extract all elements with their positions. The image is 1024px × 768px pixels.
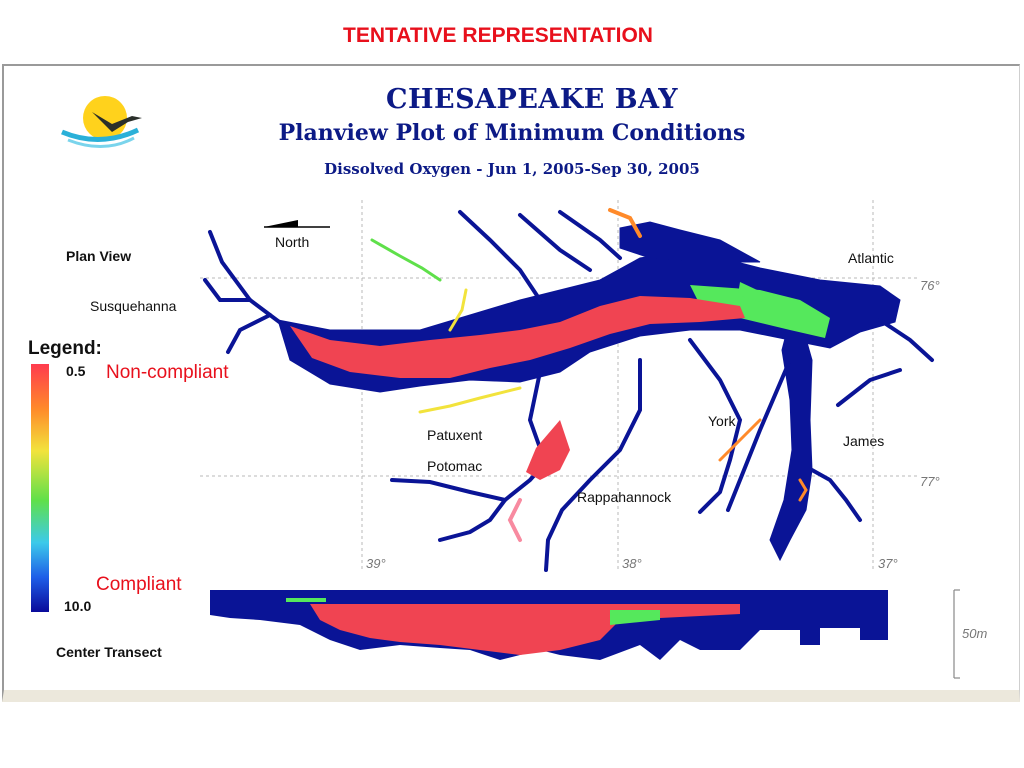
- center-transect: [210, 590, 888, 660]
- map-subtitle: Planview Plot of Minimum Conditions: [278, 120, 746, 146]
- north-label: North: [275, 234, 310, 250]
- hypoxic-channel: [290, 296, 745, 480]
- map-period: Dissolved Oxygen - Jun 1, 2005-Sep 30, 2…: [324, 160, 700, 178]
- james-label: James: [843, 433, 885, 449]
- lat-37-label: 37°: [878, 556, 898, 571]
- plan-view-label: Plan View: [66, 248, 132, 264]
- depth-scale-label: 50m: [962, 626, 988, 641]
- potomac-label: Potomac: [427, 458, 483, 474]
- non-compliant-annotation: Non-compliant: [106, 362, 229, 383]
- fringe-channels: [370, 208, 808, 542]
- lat-38-label: 38°: [622, 556, 642, 571]
- legend-title: Legend:: [28, 338, 102, 359]
- tributaries: [203, 210, 934, 572]
- patuxent-label: Patuxent: [427, 427, 483, 443]
- slide-title: TENTATIVE REPRESENTATION: [343, 24, 653, 47]
- bird-logo-icon: [61, 96, 142, 149]
- lon-77-label: 77°: [920, 474, 940, 489]
- atlantic-label: Atlantic: [848, 250, 894, 266]
- bay-water: [277, 221, 901, 562]
- susquehanna-label: Susquehanna: [90, 298, 177, 314]
- legend-color-bar: [31, 364, 49, 612]
- map-title: CHESAPEAKE BAY: [385, 84, 678, 115]
- compliant-annotation: Compliant: [96, 574, 182, 595]
- york-label: York: [708, 413, 736, 429]
- north-arrow-icon: [264, 220, 330, 228]
- legend-bottom-value: 10.0: [64, 598, 92, 614]
- moderate-zones: [690, 282, 830, 338]
- rappahannock-label: Rappahannock: [577, 489, 672, 505]
- depth-scale-bracket: [953, 589, 960, 679]
- coordinate-grid: [200, 200, 918, 570]
- lon-76-label: 76°: [920, 278, 940, 293]
- center-transect-label: Center Transect: [56, 644, 162, 660]
- lat-39-label: 39°: [366, 556, 386, 571]
- legend-top-value: 0.5: [66, 363, 86, 379]
